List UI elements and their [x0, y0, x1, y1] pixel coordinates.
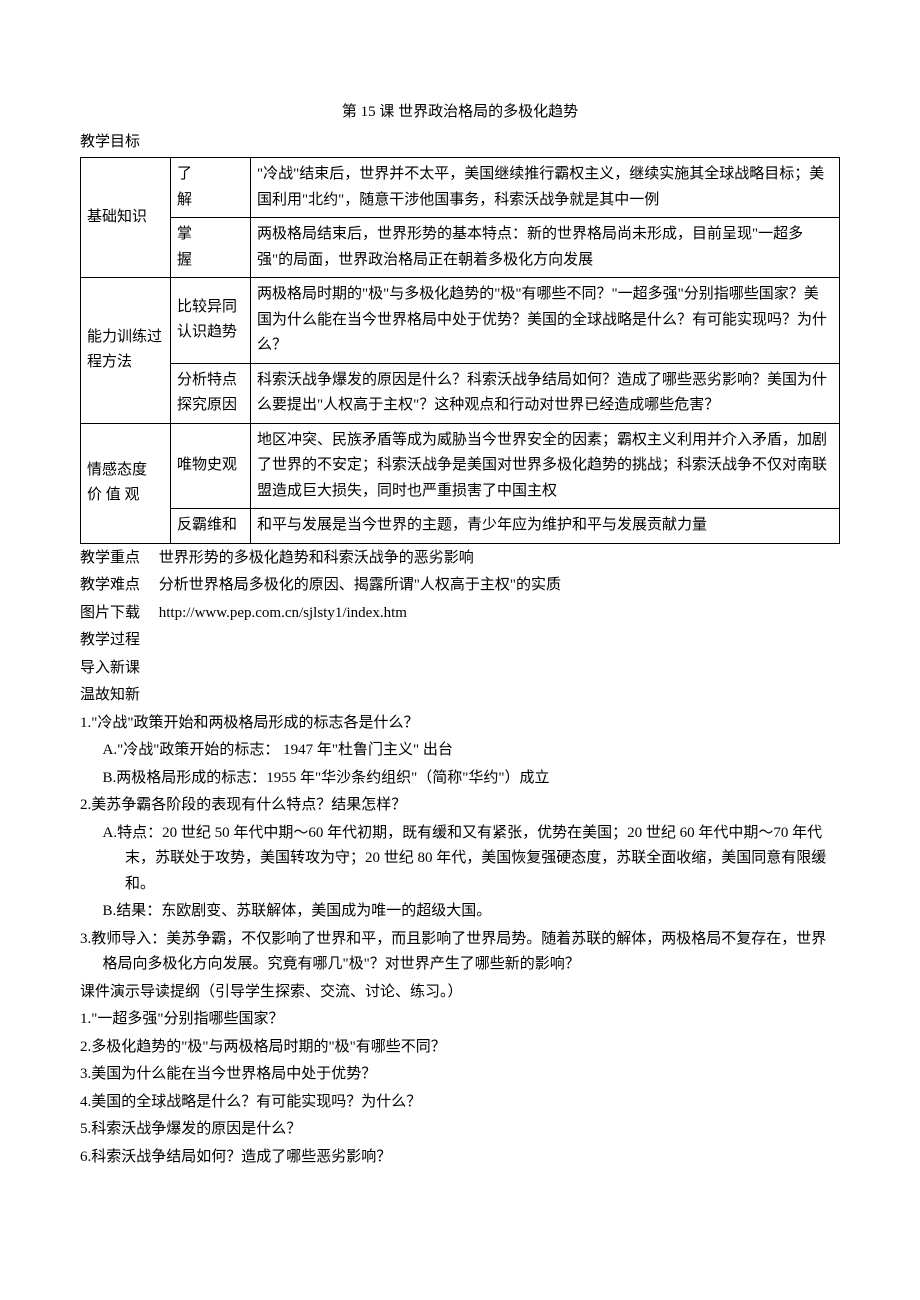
cell-content: "冷战"结束后，世界并不太平，美国继续推行霸权主义，继续实施其全球战略目标；美国… [251, 158, 840, 218]
cell-text: 掌 [177, 222, 244, 248]
table-row: 能力训练过程方法 比较异同认识趋势 两极格局时期的"极"与多极化趋势的"极"有哪… [81, 278, 840, 364]
outline-item: 1."一超多强"分别指哪些国家？ [80, 1007, 840, 1033]
cell-ability: 能力训练过程方法 [81, 278, 171, 424]
label: 教学重点 [80, 546, 155, 572]
label: 教学难点 [80, 573, 155, 599]
outline-item: 4.美国的全球战略是什么？有可能实现吗？为什么？ [80, 1090, 840, 1116]
value: 世界形势的多极化趋势和科索沃战争的恶劣影响 [159, 550, 474, 566]
review-q2b: B.结果：东欧剧变、苏联解体，美国成为唯一的超级大国。 [80, 899, 840, 925]
cell-peace: 反霸维和 [171, 509, 251, 544]
meta-download: 图片下载 http://www.pep.com.cn/sjlsty1/index… [80, 601, 840, 627]
cell-text: 解 [177, 188, 244, 214]
outline-item: 3.美国为什么能在当今世界格局中处于优势？ [80, 1062, 840, 1088]
review-q1: 1."冷战"政策开始和两极格局形成的标志各是什么？ [80, 711, 840, 737]
review-q3: 3.教师导入：美苏争霸，不仅影响了世界和平，而且影响了世界局势。随着苏联的解体，… [80, 927, 840, 978]
page-title: 第 15 课 世界政治格局的多极化趋势 [80, 100, 840, 126]
review-q2a: A.特点：20 世纪 50 年代中期～60 年代初期，既有缓和又有紧张，优势在美… [80, 821, 840, 898]
cell-text: 了 [177, 162, 244, 188]
table-row: 反霸维和 和平与发展是当今世界的主题，青少年应为维护和平与发展贡献力量 [81, 509, 840, 544]
goals-table: 基础知识 了 解 "冷战"结束后，世界并不太平，美国继续推行霸权主义，继续实施其… [80, 157, 840, 544]
cell-basic-knowledge: 基础知识 [81, 158, 171, 278]
cell-text: 情感态度 [87, 458, 164, 484]
cell-content: 地区冲突、民族矛盾等成为威胁当今世界安全的因素；霸权主义利用并介入矛盾，加剧了世… [251, 423, 840, 509]
cell-content: 两极格局时期的"极"与多极化趋势的"极"有哪些不同？"一超多强"分别指哪些国家？… [251, 278, 840, 364]
cell-content: 两极格局结束后，世界形势的基本特点：新的世界格局尚未形成，目前呈现"一超多强"的… [251, 218, 840, 278]
cell-content: 和平与发展是当今世界的主题，青少年应为维护和平与发展贡献力量 [251, 509, 840, 544]
review-q1a: A."冷战"政策开始的标志： 1947 年"杜鲁门主义" 出台 [80, 738, 840, 764]
value: http://www.pep.com.cn/sjlsty1/index.htm [159, 605, 407, 621]
value: 分析世界格局多极化的原因、揭露所谓"人权高于主权"的实质 [159, 577, 561, 593]
cell-compare: 比较异同认识趋势 [171, 278, 251, 364]
table-row: 基础知识 了 解 "冷战"结束后，世界并不太平，美国继续推行霸权主义，继续实施其… [81, 158, 840, 218]
cell-attitude: 情感态度 价 值 观 [81, 423, 171, 543]
cell-master: 掌 握 [171, 218, 251, 278]
review-q2: 2.美苏争霸各阶段的表现有什么特点？结果怎样？ [80, 793, 840, 819]
cell-content: 科索沃战争爆发的原因是什么？科索沃战争结局如何？造成了哪些恶劣影响？美国为什么要… [251, 363, 840, 423]
outline-item: 6.科索沃战争结局如何？造成了哪些恶劣影响？ [80, 1145, 840, 1171]
cell-text: 价 值 观 [87, 483, 164, 509]
meta-difficulty: 教学难点 分析世界格局多极化的原因、揭露所谓"人权高于主权"的实质 [80, 573, 840, 599]
cell-materialism: 唯物史观 [171, 423, 251, 509]
meta-review: 温故知新 [80, 683, 840, 709]
goals-label: 教学目标 [80, 130, 840, 156]
label: 图片下载 [80, 601, 155, 627]
table-row: 掌 握 两极格局结束后，世界形势的基本特点：新的世界格局尚未形成，目前呈现"一超… [81, 218, 840, 278]
meta-process: 教学过程 [80, 628, 840, 654]
outline-label: 课件演示导读提纲（引导学生探索、交流、讨论、练习。） [80, 980, 840, 1006]
cell-text: 握 [177, 248, 244, 274]
table-row: 情感态度 价 值 观 唯物史观 地区冲突、民族矛盾等成为威胁当今世界安全的因素；… [81, 423, 840, 509]
outline-item: 2.多极化趋势的"极"与两极格局时期的"极"有哪些不同？ [80, 1035, 840, 1061]
meta-intro: 导入新课 [80, 656, 840, 682]
cell-analyze: 分析特点探究原因 [171, 363, 251, 423]
outline-item: 5.科索沃战争爆发的原因是什么？ [80, 1117, 840, 1143]
cell-understand: 了 解 [171, 158, 251, 218]
review-q1b: B.两极格局形成的标志：1955 年"华沙条约组织"（简称"华约"）成立 [80, 766, 840, 792]
meta-focus: 教学重点 世界形势的多极化趋势和科索沃战争的恶劣影响 [80, 546, 840, 572]
table-row: 分析特点探究原因 科索沃战争爆发的原因是什么？科索沃战争结局如何？造成了哪些恶劣… [81, 363, 840, 423]
